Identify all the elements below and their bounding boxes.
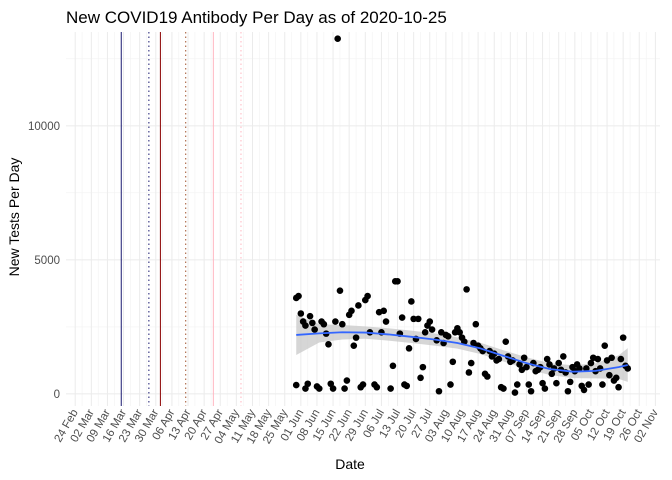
data-point	[320, 320, 328, 328]
data-point	[548, 370, 556, 378]
data-point	[606, 371, 613, 379]
data-point	[309, 319, 316, 327]
data-point	[405, 345, 413, 352]
data-point	[341, 385, 348, 392]
data-point	[467, 359, 475, 367]
data-point	[408, 298, 415, 305]
y-axis-title: New Tests Per Day	[6, 158, 22, 277]
data-point	[583, 365, 590, 372]
data-point	[465, 369, 473, 376]
data-point	[585, 381, 592, 388]
y-tick-label: 10000	[28, 121, 60, 133]
data-point	[382, 318, 390, 325]
data-point	[444, 332, 452, 340]
data-point	[608, 354, 615, 362]
data-point	[564, 387, 572, 395]
data-point	[304, 380, 312, 388]
grid	[66, 32, 660, 406]
data-point	[612, 374, 620, 382]
data-point	[449, 358, 457, 366]
data-point	[502, 338, 510, 345]
data-point	[500, 385, 507, 392]
data-point	[428, 326, 436, 333]
data-point	[295, 292, 302, 300]
data-point	[334, 35, 341, 43]
data-point	[484, 373, 491, 380]
data-point	[566, 378, 574, 386]
reference-lines	[120, 32, 242, 406]
data-point	[525, 381, 533, 388]
data-point	[325, 341, 332, 348]
trend-line-path	[296, 331, 628, 373]
data-point	[527, 387, 535, 395]
data-point	[617, 355, 625, 363]
data-point	[338, 320, 346, 328]
data-point	[520, 354, 528, 362]
x-axis-title: Date	[335, 456, 365, 472]
data-point	[348, 307, 355, 315]
data-point	[576, 365, 583, 372]
data-point	[306, 312, 314, 320]
data-point	[580, 386, 588, 394]
data-point	[359, 381, 367, 388]
data-point	[343, 377, 351, 384]
data-point	[394, 278, 401, 285]
data-point	[329, 385, 337, 392]
data-point	[380, 307, 388, 315]
data-point	[624, 365, 632, 372]
data-point	[389, 362, 397, 370]
data-point	[364, 292, 371, 300]
data-point	[541, 385, 549, 392]
data-point	[435, 387, 443, 395]
y-tick-label: 0	[54, 389, 60, 401]
chart-title: New COVID19 Antibody Per Day as of 2020-…	[66, 8, 447, 27]
data-point	[398, 314, 406, 321]
data-point	[546, 361, 553, 368]
data-point	[601, 342, 609, 349]
data-point	[495, 355, 503, 363]
data-point	[297, 310, 305, 317]
data-point	[332, 318, 339, 325]
y-axis-ticks: 0 5000 10000	[28, 121, 60, 401]
trend-line	[296, 331, 628, 373]
data-point	[560, 353, 567, 360]
data-point	[599, 381, 606, 388]
data-point	[523, 363, 530, 371]
data-point	[511, 389, 519, 396]
data-point	[553, 379, 560, 387]
data-point	[513, 381, 521, 388]
data-point	[315, 385, 323, 392]
data-point	[414, 315, 422, 323]
data-point	[311, 326, 318, 333]
data-point	[387, 385, 394, 392]
y-tick-label: 5000	[34, 255, 60, 267]
data-point	[350, 342, 358, 349]
data-point	[539, 379, 546, 387]
data-point	[463, 286, 470, 293]
data-point	[352, 334, 360, 341]
data-point	[619, 334, 627, 341]
data-point	[426, 318, 434, 325]
data-point	[403, 382, 411, 390]
data-point	[355, 302, 362, 309]
data-point	[410, 315, 417, 323]
data-point	[417, 374, 424, 382]
data-point	[555, 359, 562, 367]
data-point	[292, 381, 300, 389]
data-point	[447, 381, 454, 388]
data-point	[516, 361, 523, 368]
data-point	[587, 359, 595, 367]
data-point	[421, 328, 429, 336]
data-point	[472, 320, 480, 328]
data-point	[543, 355, 551, 363]
data-point	[336, 287, 344, 295]
data-point	[302, 322, 309, 329]
data-point	[456, 328, 463, 336]
data-point	[594, 355, 602, 363]
data-point	[615, 383, 622, 391]
data-point	[419, 363, 427, 371]
data-point	[373, 383, 381, 391]
